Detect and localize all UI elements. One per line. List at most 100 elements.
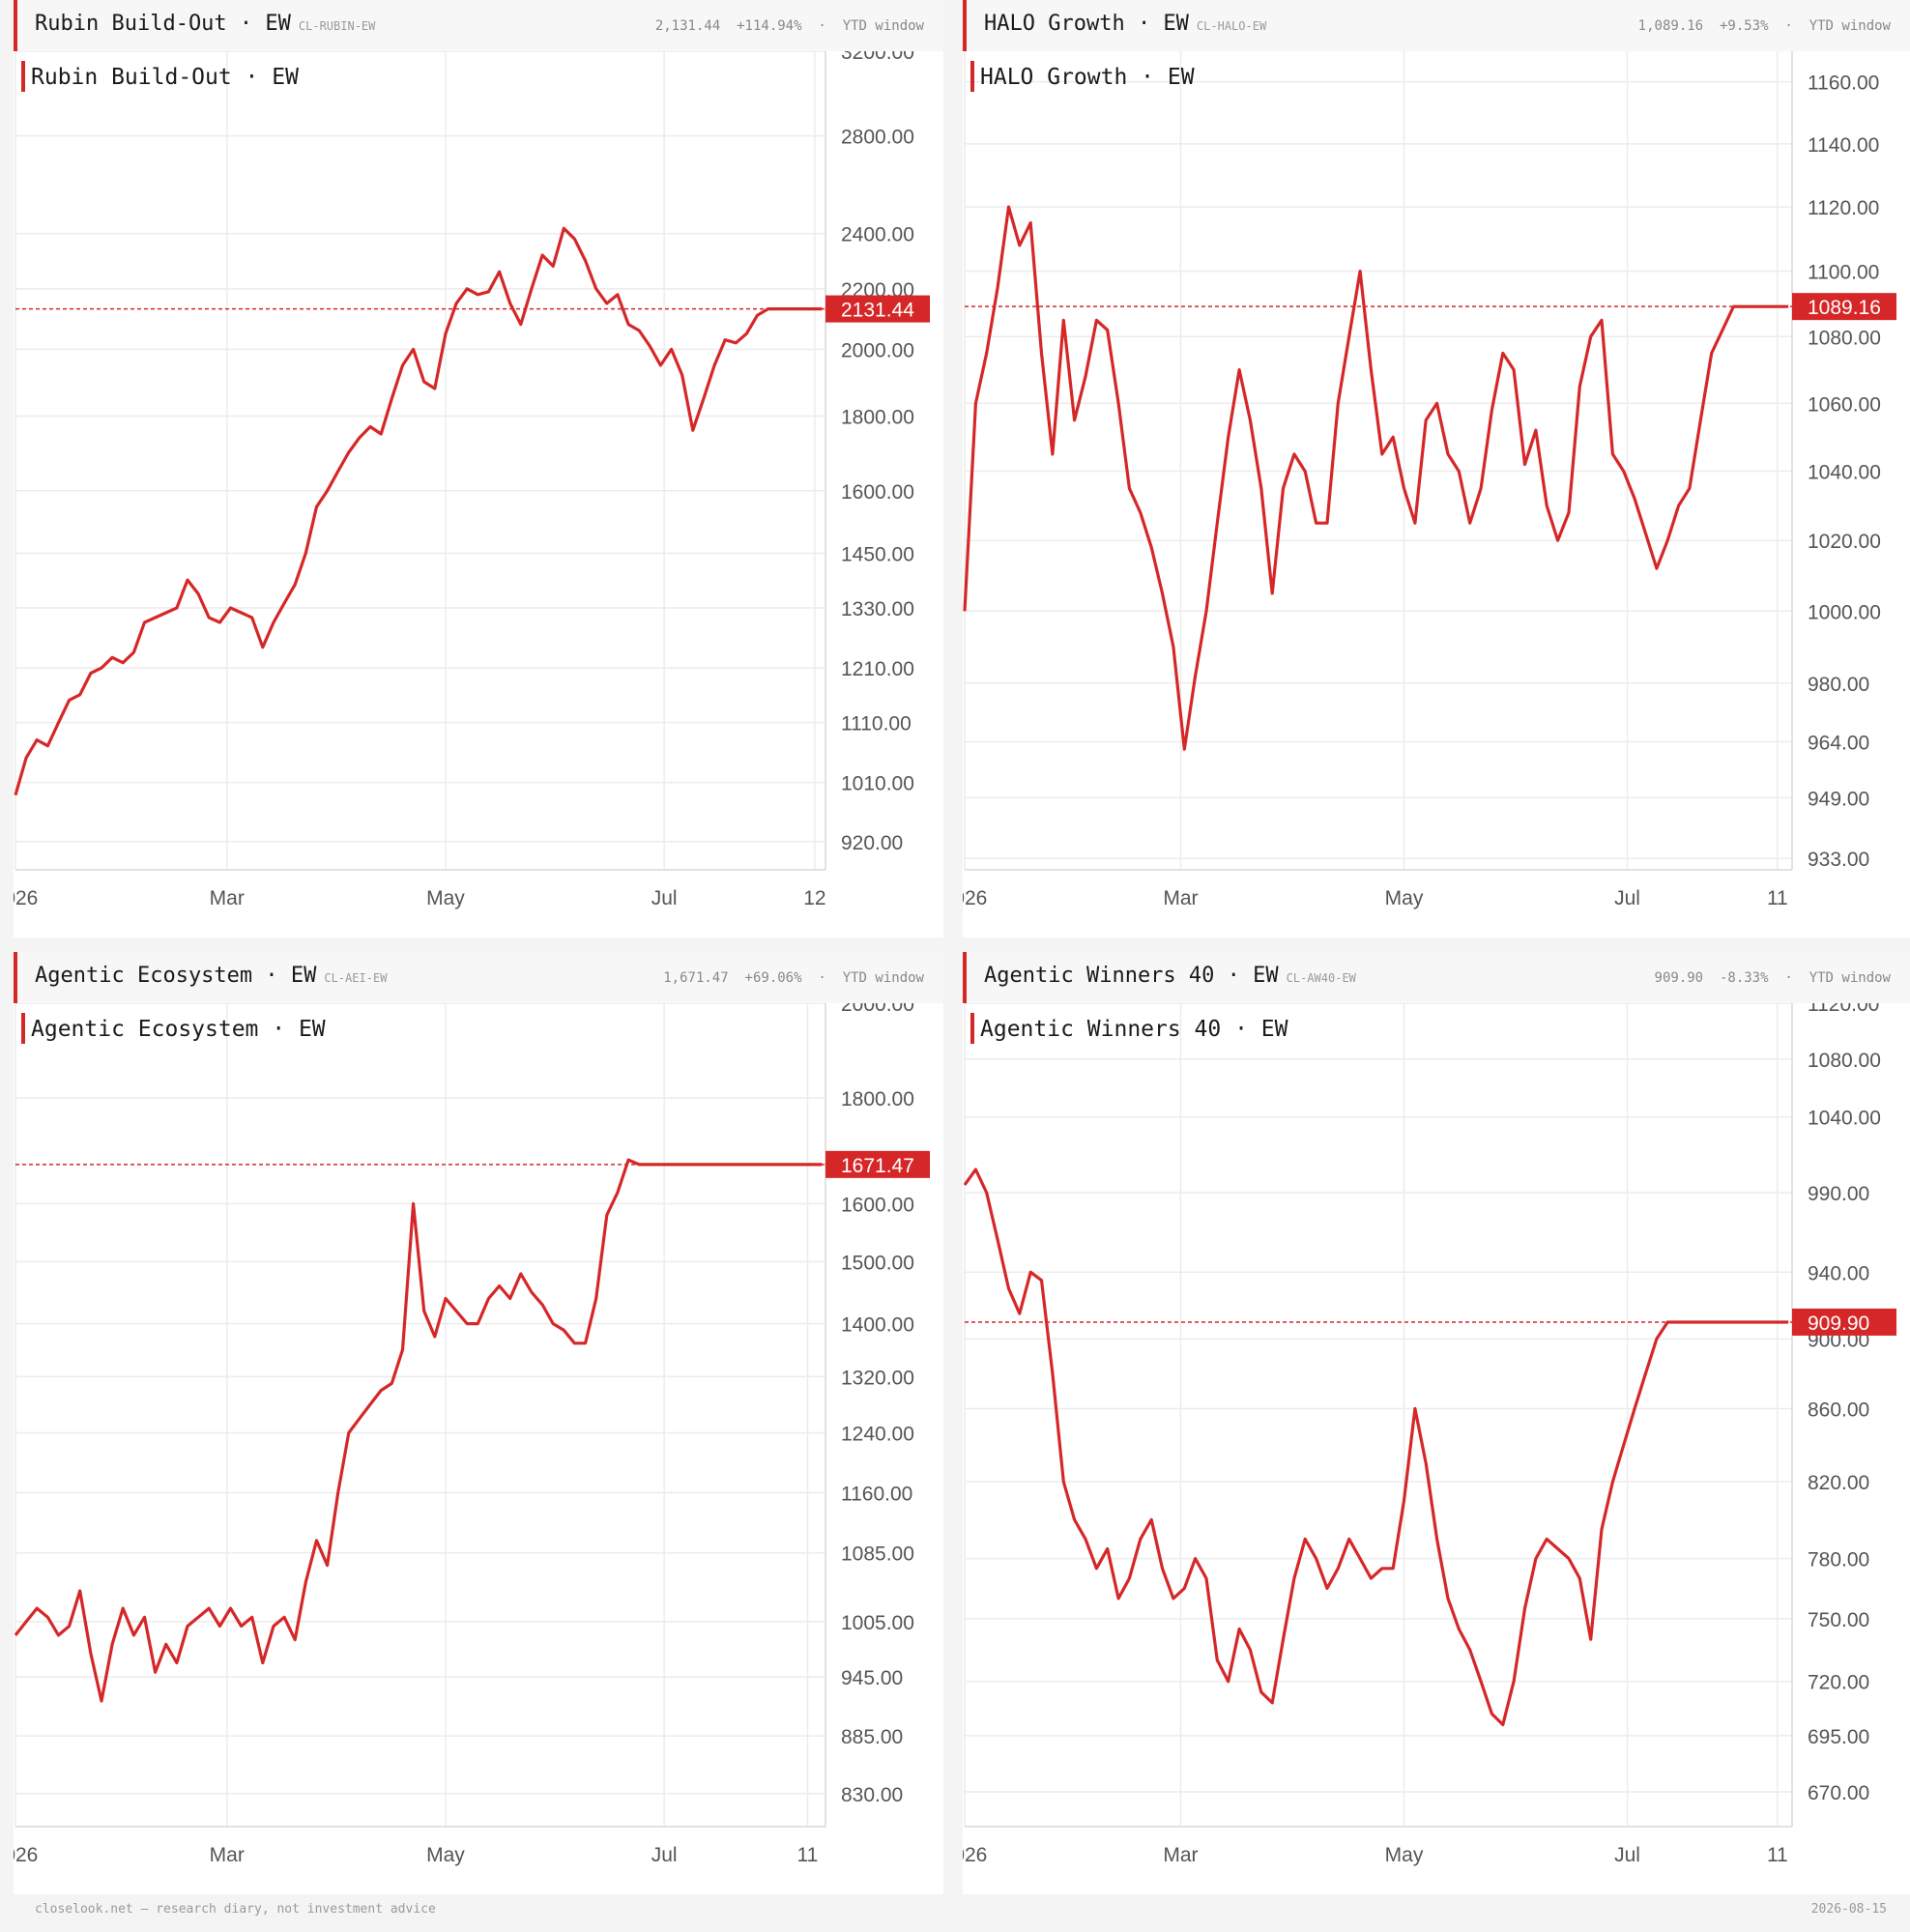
x-tick-label: 2026 xyxy=(963,887,987,909)
x-tick-label: Jul xyxy=(651,1844,678,1866)
y-tick-label: 3200.00 xyxy=(841,51,914,64)
y-tick-label: 1120.00 xyxy=(1808,197,1879,219)
chart-title: Agentic Winners 40 · EW xyxy=(980,1017,1288,1042)
chart-title: HALO Growth · EW xyxy=(980,65,1195,90)
panel-header: Agentic Winners 40 · EW CL-AW40-EW 909.90… xyxy=(963,952,1910,1003)
y-tick-label: 2400.00 xyxy=(841,224,914,246)
footer-disclaimer: closelook.net — research diary, not inve… xyxy=(35,1902,436,1917)
chart-panel-agentic-winners: Agentic Winners 40 · EW CL-AW40-EW 909.90… xyxy=(963,952,1910,1894)
last-value-badge xyxy=(825,295,930,323)
last-value-badge xyxy=(825,1150,930,1178)
last-value-badge xyxy=(1792,293,1896,321)
y-tick-label: 1080.00 xyxy=(1808,1050,1881,1072)
x-tick-label: Mar xyxy=(1163,1844,1198,1866)
y-tick-label: 1600.00 xyxy=(841,1194,914,1216)
x-tick-label: Mar xyxy=(210,887,245,909)
window-label: YTD window xyxy=(842,18,924,34)
y-tick-label: 933.00 xyxy=(1808,849,1869,871)
y-tick-label: 1800.00 xyxy=(841,1088,914,1110)
y-tick-label: 2800.00 xyxy=(841,127,914,149)
separator-dot: · xyxy=(818,970,826,986)
y-tick-label: 1000.00 xyxy=(1808,601,1881,623)
y-tick-label: 1240.00 xyxy=(841,1423,914,1445)
y-tick-label: 885.00 xyxy=(841,1726,903,1748)
chart-title: Agentic Ecosystem · EW xyxy=(31,1017,326,1042)
x-tick-label: Jul xyxy=(651,887,678,909)
y-tick-label: 964.00 xyxy=(1808,733,1869,755)
panel-title-text: Agentic Winners 40 · EW xyxy=(984,964,1279,988)
panel-title-text: Rubin Build-Out · EW xyxy=(35,12,291,36)
y-tick-label: 1320.00 xyxy=(841,1367,914,1389)
x-tick-label: 12 xyxy=(803,887,825,909)
y-tick-label: 1600.00 xyxy=(841,481,914,504)
title-accent-bar xyxy=(21,1013,25,1044)
x-tick-label: 11 xyxy=(797,1844,819,1866)
y-tick-label: 860.00 xyxy=(1808,1399,1869,1422)
x-tick-label: 2026 xyxy=(14,887,38,909)
change-percent: -8.33% xyxy=(1719,970,1769,986)
last-value: 1,089.16 xyxy=(1637,18,1704,34)
x-tick-label: Mar xyxy=(1163,887,1198,909)
x-tick-label: May xyxy=(1385,1844,1424,1866)
x-tick-label: Jul xyxy=(1614,1844,1640,1866)
chart-title: Rubin Build-Out · EW xyxy=(31,65,299,90)
y-tick-label: 1110.00 xyxy=(841,713,912,735)
change-percent: +114.94% xyxy=(737,18,802,34)
chart-panel-rubin: Rubin Build-Out · EW CL-RUBIN-EW 2,131.44… xyxy=(14,0,943,937)
panel-title-text: Agentic Ecosystem · EW xyxy=(35,964,317,988)
series-line xyxy=(14,226,823,796)
x-tick-label: May xyxy=(426,887,465,909)
y-tick-label: 920.00 xyxy=(841,832,903,854)
panel-stats: 909.90 -8.33% · YTD window xyxy=(1655,970,1891,986)
y-tick-label: 1020.00 xyxy=(1808,531,1881,553)
panel-stats: 2,131.44 +114.94% · YTD window xyxy=(655,18,924,34)
y-tick-label: 980.00 xyxy=(1808,674,1869,696)
index-code: CL-RUBIN-EW xyxy=(298,19,376,33)
series-line xyxy=(963,205,1789,751)
panel-stats: 1,089.16 +9.53% · YTD window xyxy=(1638,18,1891,34)
last-value: 2,131.44 xyxy=(654,18,721,34)
y-tick-label: 1100.00 xyxy=(1808,262,1879,284)
y-tick-label: 1500.00 xyxy=(841,1252,914,1274)
panel-header: Rubin Build-Out · EW CL-RUBIN-EW 2,131.44… xyxy=(14,0,943,51)
change-percent: +9.53% xyxy=(1719,18,1769,34)
window-label: YTD window xyxy=(1809,970,1891,986)
x-tick-label: 2026 xyxy=(14,1844,38,1866)
footer-date: 2026-08-15 xyxy=(1810,1902,1887,1917)
y-tick-label: 1330.00 xyxy=(841,598,914,620)
y-tick-label: 670.00 xyxy=(1808,1782,1869,1804)
chart-svg: 933.00 949.00 964.00 980.00 1000.00 1020.00 10… xyxy=(963,51,1896,909)
y-tick-label: 750.00 xyxy=(1808,1609,1869,1631)
panel-stats: 1,671.47 +69.06% · YTD window xyxy=(663,970,924,986)
separator-dot: · xyxy=(1784,970,1793,986)
window-label: YTD window xyxy=(1809,18,1891,34)
x-tick-label: 11 xyxy=(1767,1844,1788,1866)
last-value: 1,671.47 xyxy=(663,970,729,986)
y-tick-label: 1800.00 xyxy=(841,406,914,428)
x-tick-label: 2026 xyxy=(963,1844,987,1866)
separator-dot: · xyxy=(818,18,826,34)
y-tick-label: 2000.00 xyxy=(841,1003,914,1016)
last-value-badge xyxy=(1792,1308,1896,1336)
y-tick-label: 2000.00 xyxy=(841,339,914,361)
panel-title: Rubin Build-Out · EW CL-RUBIN-EW xyxy=(35,12,375,36)
y-tick-label: 695.00 xyxy=(1808,1726,1869,1748)
chart-panel-agentic-ecosystem: Agentic Ecosystem · EW CL-AEI-EW 1,671.47… xyxy=(14,952,943,1894)
y-tick-label: 1080.00 xyxy=(1808,327,1881,349)
title-accent-bar xyxy=(21,61,25,92)
x-tick-label: 11 xyxy=(1767,887,1788,909)
x-tick-label: Jul xyxy=(1614,887,1640,909)
y-tick-label: 940.00 xyxy=(1808,1262,1869,1284)
y-tick-label: 990.00 xyxy=(1808,1183,1869,1205)
y-tick-label: 949.00 xyxy=(1808,788,1869,810)
last-value-badge-label: 1671.47 xyxy=(841,1155,914,1177)
y-tick-label: 830.00 xyxy=(841,1784,903,1806)
y-tick-label: 720.00 xyxy=(1808,1672,1869,1694)
change-percent: +69.06% xyxy=(744,970,802,986)
x-tick-label: May xyxy=(1385,887,1424,909)
y-tick-label: 1005.00 xyxy=(841,1612,914,1634)
y-tick-label: 1160.00 xyxy=(1808,72,1879,95)
x-tick-label: Mar xyxy=(210,1844,245,1866)
y-tick-label: 1140.00 xyxy=(1808,134,1879,157)
separator-dot: · xyxy=(1784,18,1793,34)
